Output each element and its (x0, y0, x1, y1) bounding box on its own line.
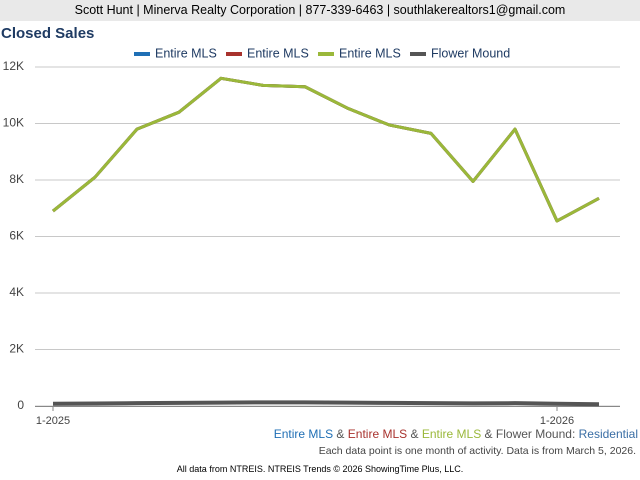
legend-swatch (226, 52, 242, 56)
header: Scott Hunt | Minerva Realty Corporation … (0, 0, 640, 21)
caption-part: Entire MLS (421, 427, 482, 441)
note: Each data point is one month of activity… (318, 445, 636, 457)
y-tick-label: 4K (9, 285, 24, 299)
caption-part: & (484, 427, 493, 441)
y-tick-label: 0 (17, 398, 24, 412)
series-line (52, 76, 600, 223)
caption-part: & (410, 427, 419, 441)
series-line (52, 76, 600, 223)
legend-label: Entire MLS (247, 46, 309, 60)
legend-swatch (134, 52, 150, 56)
chart-title: Closed Sales (1, 25, 94, 42)
series-line (52, 400, 600, 407)
caption-part: Flower Mound (495, 427, 572, 441)
legend-label: Flower Mound (431, 46, 510, 60)
caption-part: Entire MLS (347, 427, 408, 441)
x-tick-label: 1-2025 (36, 415, 70, 427)
legend-swatch (410, 52, 426, 56)
caption: Entire MLS & Entire MLS & Entire MLS & F… (274, 427, 638, 441)
legend-swatch (318, 52, 334, 56)
caption-part: Residential (578, 427, 638, 441)
y-tick-label: 12K (3, 59, 24, 73)
y-tick-label: 2K (9, 342, 24, 356)
caption-part: Entire MLS (273, 427, 334, 441)
caption-part: & (336, 427, 345, 441)
y-tick-label: 10K (3, 116, 24, 130)
caption-part: : (571, 427, 576, 441)
y-tick-label: 6K (9, 229, 24, 243)
series-line (52, 76, 600, 223)
credit: All data from NTREIS. NTREIS Trends © 20… (176, 464, 464, 474)
y-tick-label: 8K (9, 172, 24, 186)
x-tick-label: 1-2026 (540, 415, 574, 427)
legend-label: Entire MLS (155, 46, 217, 60)
legend-label: Entire MLS (339, 46, 401, 60)
